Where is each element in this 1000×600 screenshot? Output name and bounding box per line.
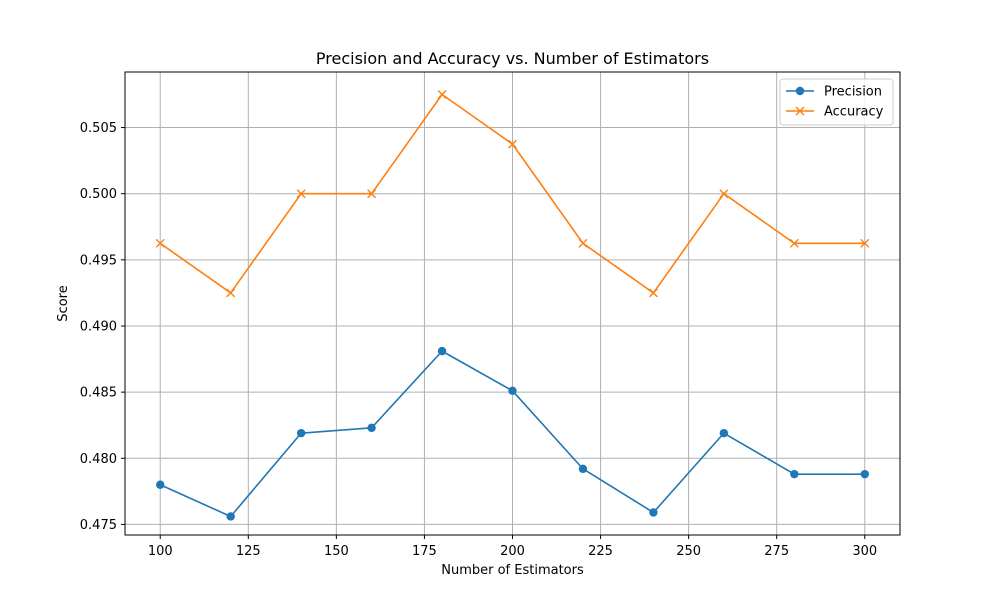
accuracy-point	[648, 288, 658, 298]
grid-lines	[125, 72, 900, 535]
accuracy-point	[437, 89, 447, 99]
precision-point	[296, 428, 306, 438]
series-layer	[155, 89, 870, 521]
x-tick-label: 125	[236, 544, 261, 559]
accuracy-point	[789, 238, 799, 248]
accuracy-marker-stroke	[226, 288, 236, 298]
legend-marker-stroke	[795, 106, 805, 116]
accuracy-point	[296, 189, 306, 199]
y-tick-label: 0.500	[80, 187, 117, 202]
y-axis-ticks: 0.475 0.480 0.485 0.490 0.495 0.500 0.505	[80, 121, 125, 533]
precision-point	[790, 469, 799, 479]
accuracy-marker-stroke	[155, 238, 165, 248]
precision-point	[649, 508, 658, 517]
legend-accuracy-marker	[795, 106, 805, 116]
x-axis-label: Number of Estimators	[441, 563, 584, 578]
accuracy-marker-stroke	[296, 189, 306, 199]
y-tick-label: 0.480	[80, 452, 117, 467]
x-axis-ticks: 100 125 150 175 200 225 250 275 300	[148, 535, 877, 559]
accuracy-marker-stroke	[648, 288, 658, 298]
accuracy-point	[508, 139, 517, 149]
x-tick-label: 275	[764, 544, 789, 559]
accuracy-point	[719, 189, 729, 199]
accuracy-point	[367, 189, 377, 199]
y-tick-label: 0.475	[80, 518, 117, 533]
accuracy-point	[226, 288, 236, 298]
chart-title: Precision and Accuracy vs. Number of Est…	[316, 49, 709, 68]
x-tick-label: 150	[324, 544, 349, 559]
accuracy-marker-stroke	[578, 238, 588, 248]
accuracy-marker-stroke	[367, 189, 377, 199]
precision-point	[578, 464, 588, 474]
x-tick-label: 250	[676, 544, 701, 559]
accuracy-marker-stroke	[508, 139, 517, 149]
accuracy-point	[860, 238, 870, 248]
accuracy-marker-stroke	[719, 189, 729, 199]
x-tick-label: 200	[500, 544, 525, 559]
precision-point	[367, 423, 376, 433]
y-axis-label: Score	[56, 285, 71, 321]
precision-point	[508, 386, 517, 396]
accuracy-marker-stroke	[437, 89, 447, 99]
precision-point	[860, 469, 869, 479]
legend-accuracy-label: Accuracy	[824, 105, 884, 120]
legend-precision-marker	[795, 86, 805, 96]
precision-point	[226, 512, 235, 521]
x-tick-label: 100	[148, 544, 173, 559]
y-tick-label: 0.490	[80, 319, 117, 334]
precision-point	[437, 346, 447, 356]
y-tick-label: 0.505	[80, 121, 117, 136]
x-tick-label: 175	[412, 544, 437, 559]
accuracy-point	[578, 238, 588, 248]
accuracy-marker-stroke	[860, 238, 870, 248]
x-tick-label: 300	[852, 544, 877, 559]
accuracy-marker-stroke	[789, 238, 799, 248]
y-tick-label: 0.495	[80, 253, 117, 268]
y-tick-label: 0.485	[80, 386, 117, 401]
accuracy-point	[155, 238, 165, 248]
legend: Precision Accuracy	[779, 78, 894, 126]
x-tick-label: 225	[588, 544, 613, 559]
legend-precision-label: Precision	[824, 85, 882, 100]
precision-point	[156, 480, 165, 489]
precision-point	[719, 428, 729, 438]
